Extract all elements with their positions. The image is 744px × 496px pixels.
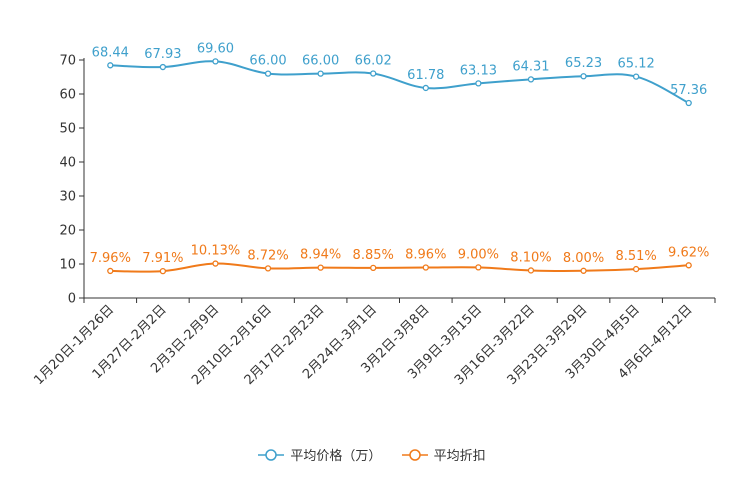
data-label: 66.00 bbox=[302, 54, 339, 69]
data-point bbox=[212, 260, 219, 267]
data-point bbox=[580, 73, 587, 80]
data-point bbox=[317, 70, 324, 77]
data-label: 68.44 bbox=[92, 45, 129, 60]
data-point bbox=[422, 84, 429, 92]
data-point bbox=[264, 70, 272, 77]
data-point bbox=[422, 264, 429, 271]
legend-discount-icon bbox=[401, 448, 428, 461]
data-label: 64.31 bbox=[512, 59, 549, 74]
data-label: 8.10% bbox=[510, 250, 551, 265]
y-tick-label: 50 bbox=[59, 122, 76, 137]
data-point bbox=[632, 73, 640, 80]
data-point bbox=[527, 267, 535, 274]
y-tick-label: 70 bbox=[59, 54, 76, 69]
data-point bbox=[370, 70, 377, 77]
y-tick-label: 0 bbox=[68, 292, 76, 307]
series-group bbox=[107, 58, 692, 275]
data-label: 8.00% bbox=[563, 251, 604, 266]
legend-item-discount[interactable]: 平均折扣 bbox=[401, 445, 486, 464]
data-label: 10.13% bbox=[191, 244, 241, 259]
data-labels: 68.44 67.93 69.60 66.00 66.00 66.02 61.78 63.13… bbox=[90, 41, 710, 266]
y-tick-label: 10 bbox=[59, 258, 76, 273]
y-tick-label: 20 bbox=[59, 224, 76, 239]
y-axis-ticks: 0 10 20 30 40 50 60 70 bbox=[59, 54, 84, 307]
data-point bbox=[580, 267, 587, 274]
data-point bbox=[107, 62, 114, 69]
data-label: 65.23 bbox=[565, 56, 602, 71]
data-point bbox=[212, 58, 219, 65]
data-label: 8.72% bbox=[247, 248, 288, 263]
data-point bbox=[475, 80, 482, 87]
legend-price-label: 平均价格（万） bbox=[290, 449, 382, 464]
data-point bbox=[370, 264, 377, 272]
series-line-0 bbox=[110, 60, 690, 104]
data-label: 9.62% bbox=[668, 245, 709, 260]
x-axis-ticks: 1月20日-1月26日1月27日-2月2日2月3日-2月9日2月10日-2月16… bbox=[31, 298, 716, 388]
data-label: 7.96% bbox=[90, 251, 131, 266]
data-label: 9.00% bbox=[458, 247, 499, 262]
data-point bbox=[475, 264, 482, 271]
legend-discount-label: 平均折扣 bbox=[433, 449, 486, 464]
legend-price-icon bbox=[258, 448, 285, 461]
data-label: 57.36 bbox=[670, 83, 707, 98]
series-line-1 bbox=[110, 262, 689, 273]
data-point bbox=[685, 262, 692, 269]
data-label: 8.51% bbox=[615, 249, 656, 264]
y-tick-label: 40 bbox=[59, 156, 76, 171]
data-label: 63.13 bbox=[460, 63, 497, 78]
data-label: 67.93 bbox=[144, 47, 181, 62]
data-point bbox=[159, 267, 167, 275]
legend: 平均价格（万） 平均折扣 bbox=[0, 445, 744, 466]
data-label: 7.91% bbox=[142, 251, 183, 266]
data-label: 69.60 bbox=[197, 41, 234, 56]
data-label: 65.12 bbox=[618, 57, 655, 72]
data-label: 8.85% bbox=[353, 248, 394, 263]
data-label: 61.78 bbox=[407, 68, 444, 83]
data-label: 8.94% bbox=[300, 248, 341, 263]
data-label: 8.96% bbox=[405, 248, 446, 263]
data-point bbox=[107, 267, 114, 275]
data-point bbox=[527, 76, 535, 83]
data-point bbox=[159, 63, 167, 71]
legend-item-price[interactable]: 平均价格（万） bbox=[258, 445, 381, 464]
data-point bbox=[317, 264, 324, 271]
y-tick-label: 60 bbox=[59, 88, 76, 103]
data-point bbox=[264, 265, 272, 272]
data-point bbox=[685, 99, 692, 107]
data-label: 66.02 bbox=[355, 54, 392, 69]
data-label: 66.00 bbox=[249, 54, 286, 69]
y-tick-label: 30 bbox=[59, 190, 76, 205]
data-point bbox=[632, 265, 640, 273]
